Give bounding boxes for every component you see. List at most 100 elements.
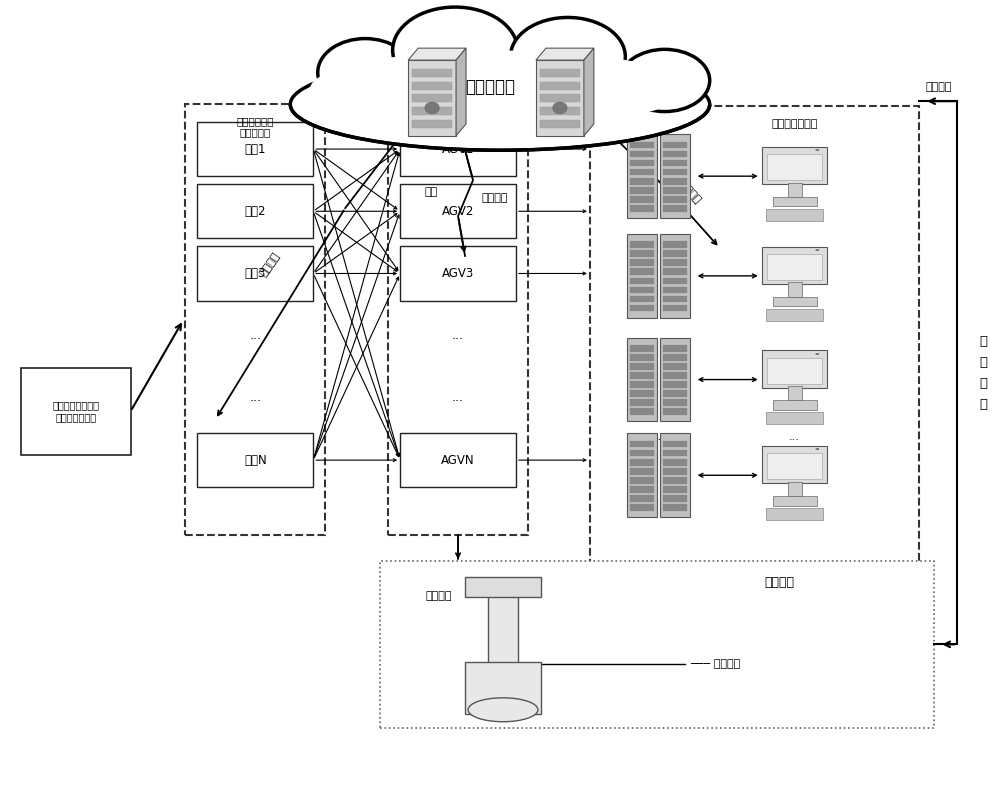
Bar <box>630 400 654 406</box>
Bar <box>630 372 654 379</box>
Bar <box>627 134 657 218</box>
Bar <box>766 308 823 320</box>
Bar <box>488 595 518 666</box>
Bar <box>630 250 654 257</box>
Bar <box>197 184 313 238</box>
Bar <box>590 106 919 585</box>
Bar <box>630 260 654 266</box>
Text: ...: ... <box>789 432 800 442</box>
Bar <box>663 250 687 257</box>
Ellipse shape <box>393 7 517 93</box>
Bar <box>762 147 827 184</box>
Bar <box>465 662 541 714</box>
Bar <box>663 363 687 370</box>
Ellipse shape <box>468 698 538 721</box>
Text: 码坨3: 码坨3 <box>245 267 266 280</box>
Bar <box>663 141 687 149</box>
Bar <box>663 296 687 302</box>
Text: 调度: 调度 <box>425 187 438 197</box>
Bar <box>630 468 654 475</box>
Polygon shape <box>536 48 594 60</box>
Bar <box>412 69 452 77</box>
Ellipse shape <box>290 58 710 150</box>
Bar <box>663 304 687 312</box>
Bar <box>630 160 654 166</box>
Bar <box>630 450 654 456</box>
Bar <box>660 234 690 318</box>
Bar <box>773 400 817 410</box>
Bar <box>788 182 802 197</box>
Bar <box>627 433 657 517</box>
Bar <box>788 482 802 496</box>
Bar <box>663 345 687 352</box>
Bar <box>400 246 516 300</box>
Circle shape <box>553 102 567 113</box>
Text: ...: ... <box>452 392 464 404</box>
Bar <box>630 504 654 511</box>
Bar <box>630 296 654 302</box>
Bar <box>630 169 654 176</box>
Text: =: = <box>815 447 819 453</box>
Bar <box>663 477 687 483</box>
Text: 码坨完成的电
池容器托盘: 码坨完成的电 池容器托盘 <box>237 116 274 137</box>
Bar <box>630 277 654 284</box>
Bar <box>630 345 654 352</box>
Bar <box>630 495 654 502</box>
Bar <box>627 234 657 318</box>
Bar <box>660 433 690 517</box>
Bar <box>766 209 823 221</box>
Bar <box>663 468 687 475</box>
Bar <box>630 196 654 203</box>
Bar <box>412 107 452 115</box>
Bar <box>630 363 654 370</box>
Bar <box>627 338 657 421</box>
Bar <box>630 477 654 483</box>
Bar <box>400 122 516 176</box>
Bar <box>773 197 817 206</box>
Bar <box>630 459 654 466</box>
Bar <box>465 577 541 598</box>
Bar <box>663 354 687 361</box>
Bar <box>663 450 687 456</box>
Bar <box>630 268 654 275</box>
Bar <box>630 354 654 361</box>
Bar <box>766 412 823 424</box>
Polygon shape <box>584 48 594 136</box>
Bar <box>21 368 131 455</box>
Bar <box>663 151 687 157</box>
Bar <box>400 433 516 487</box>
Bar <box>660 338 690 421</box>
Text: ...: ... <box>452 329 464 342</box>
Bar <box>197 433 313 487</box>
Bar <box>663 205 687 212</box>
Bar <box>540 69 580 77</box>
Bar <box>412 94 452 102</box>
Bar <box>788 282 802 296</box>
Bar <box>540 120 580 128</box>
Bar <box>540 94 580 102</box>
Bar <box>663 178 687 185</box>
Text: 具有码坨功能的全
自动打码装盘机: 具有码坨功能的全 自动打码装盘机 <box>52 400 99 422</box>
Text: 码坨2: 码坨2 <box>245 205 266 218</box>
Bar <box>663 372 687 379</box>
Ellipse shape <box>620 50 710 112</box>
Circle shape <box>425 102 439 113</box>
Ellipse shape <box>510 18 625 96</box>
Bar <box>663 486 687 493</box>
Text: =: = <box>815 352 819 357</box>
Text: 数
据
交
互: 数 据 交 互 <box>979 335 987 411</box>
Bar <box>767 453 822 479</box>
Bar <box>663 495 687 502</box>
Bar <box>185 105 325 535</box>
Bar <box>630 151 654 157</box>
Bar <box>767 254 822 280</box>
Bar <box>660 134 690 218</box>
Bar <box>788 386 802 400</box>
Bar <box>380 561 934 728</box>
Bar <box>197 122 313 176</box>
Bar <box>630 304 654 312</box>
Bar <box>630 178 654 185</box>
Text: 码坨N: 码坨N <box>244 454 267 467</box>
Bar <box>663 160 687 166</box>
Bar <box>663 504 687 511</box>
